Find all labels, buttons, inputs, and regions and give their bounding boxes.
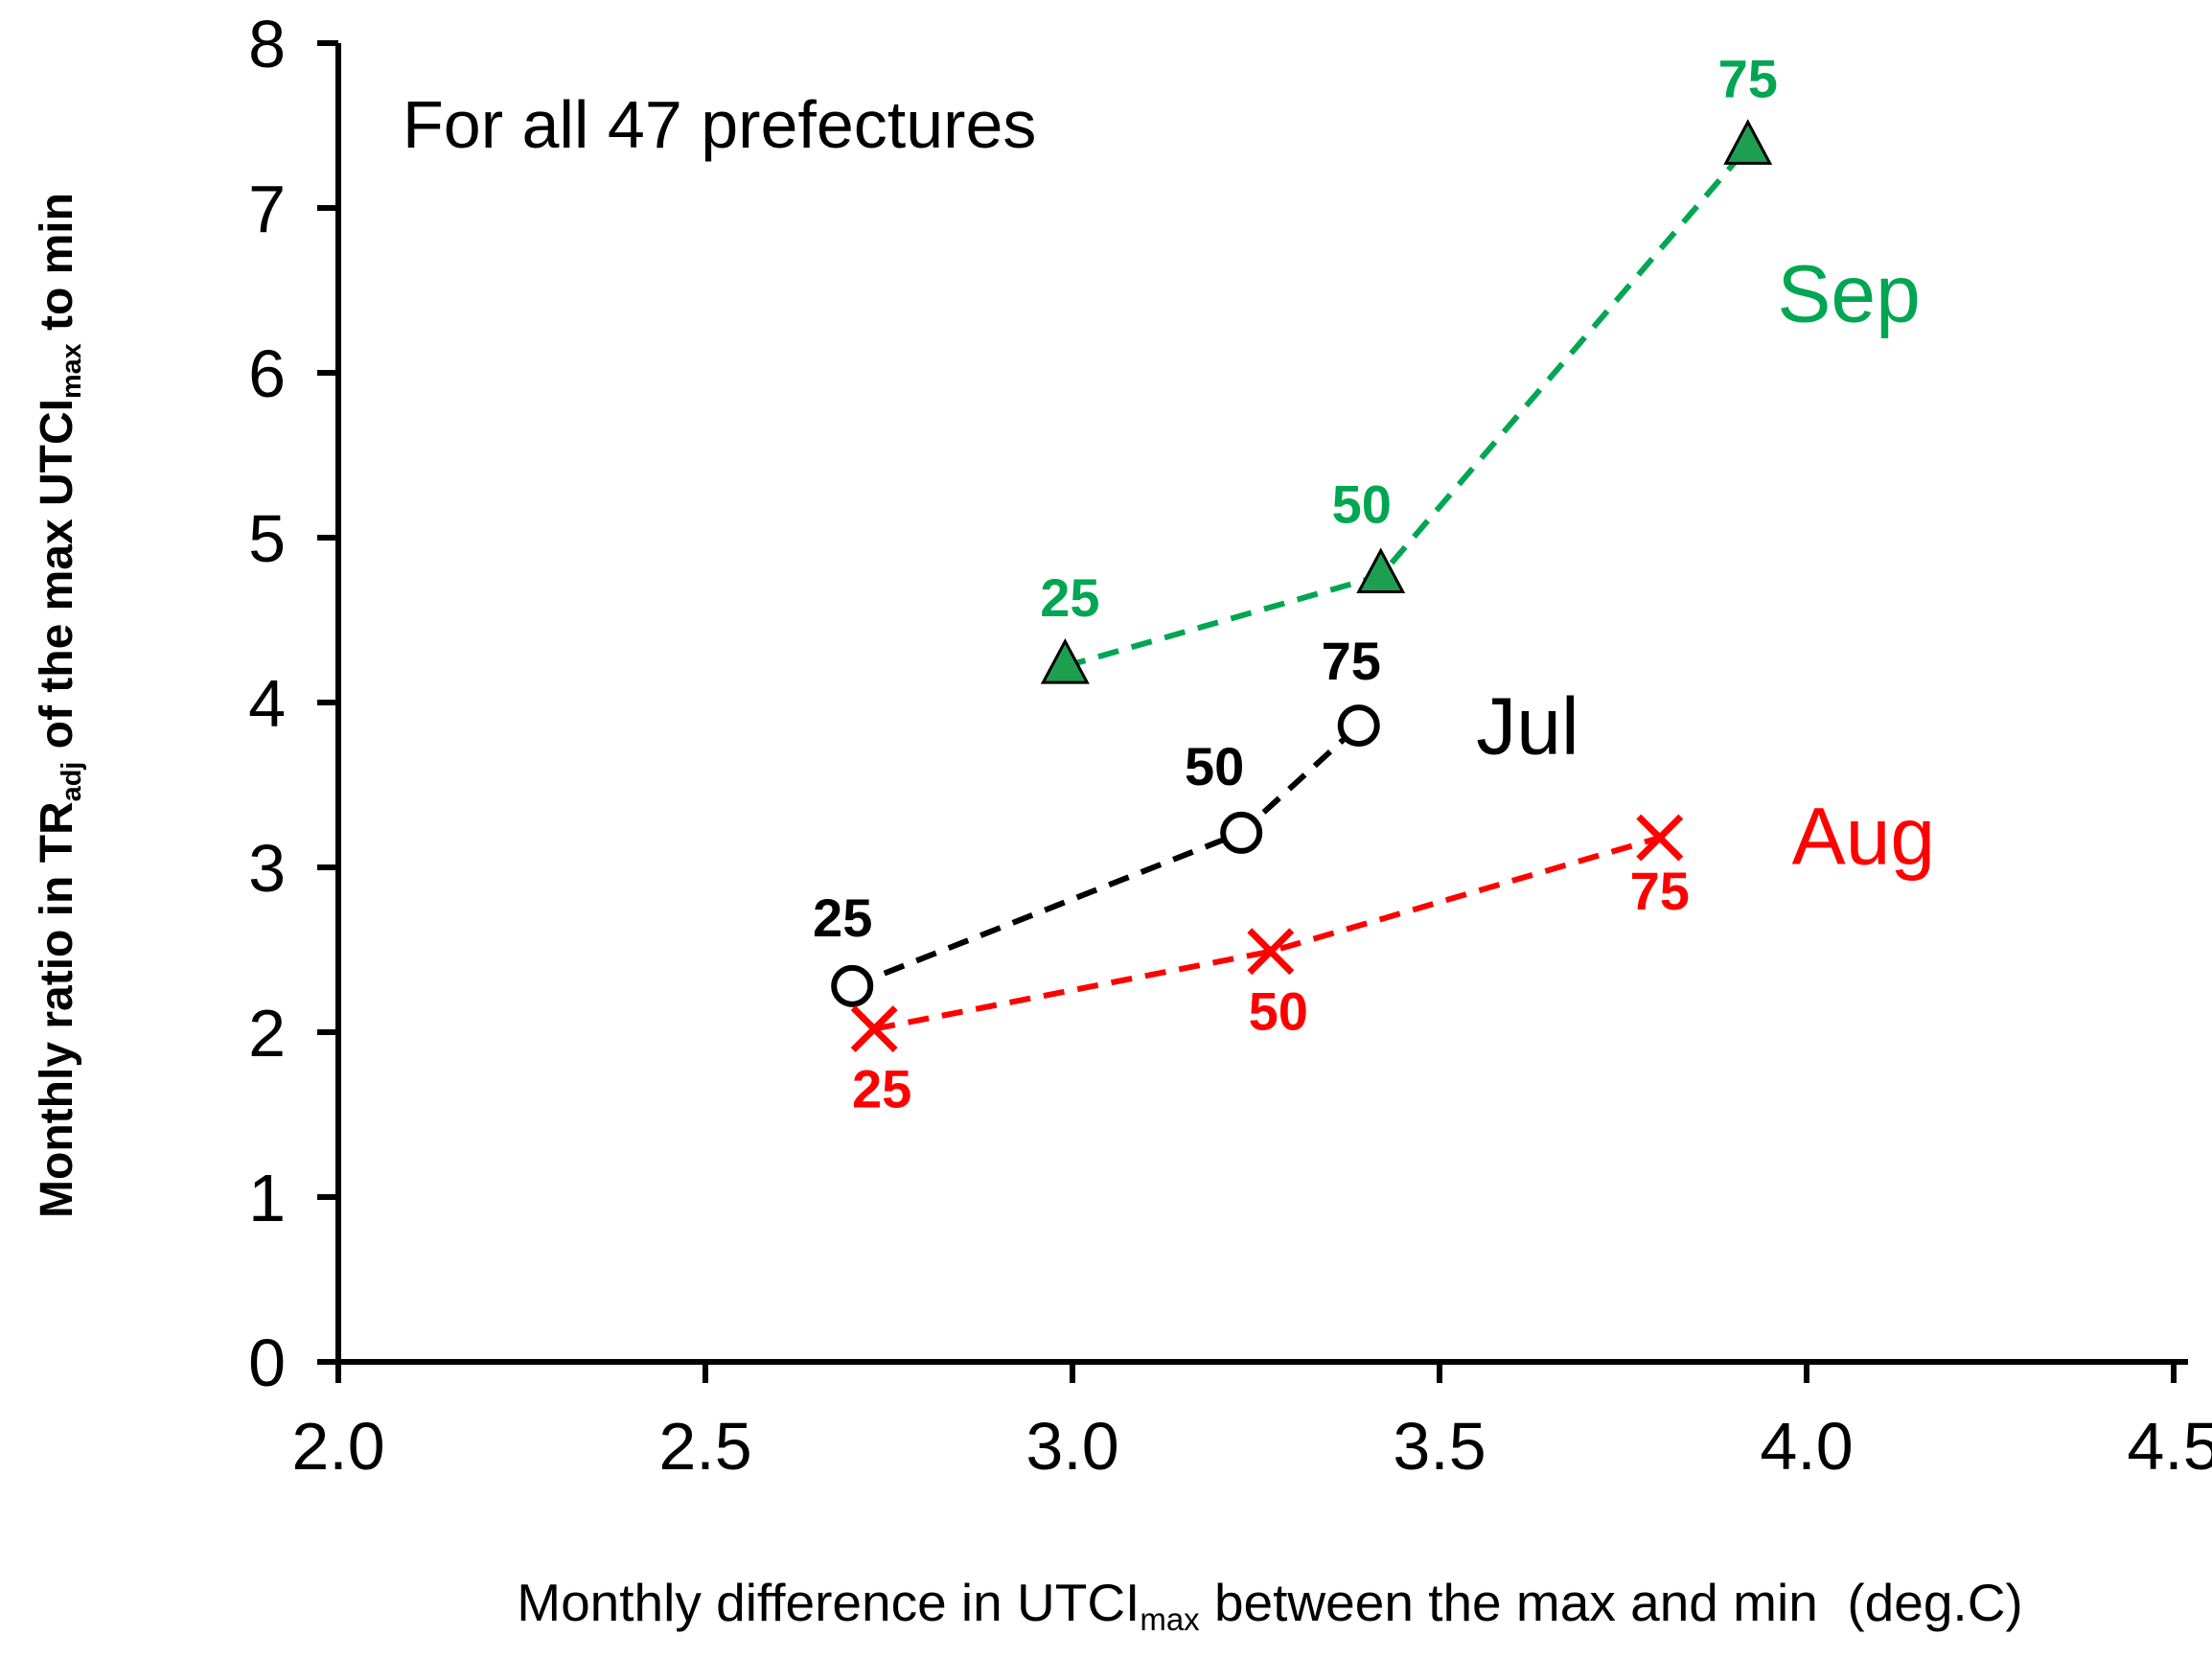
y-tick-label: 0	[248, 1325, 286, 1400]
y-tick-label: 5	[248, 501, 286, 576]
y-tick-label: 6	[248, 336, 286, 411]
x-tick-label: 4.5	[2127, 1409, 2212, 1484]
series-line-aug	[873, 835, 1661, 1032]
marker-x-aug	[1636, 814, 1684, 862]
x-tick-label: 2.5	[658, 1409, 751, 1484]
point-label: 75	[1322, 631, 1381, 691]
y-tick-label: 8	[248, 7, 286, 81]
y-tick-label: 7	[248, 172, 286, 246]
y-tick-label: 2	[248, 996, 286, 1071]
x-axis-title: Monthly difference in UTCImax between th…	[517, 1572, 2023, 1638]
series-label-jul: Jul	[1476, 680, 1578, 771]
point-label: 50	[1332, 474, 1392, 535]
marker-x-aug	[1247, 928, 1295, 976]
series-label-aug: Aug	[1792, 792, 1935, 882]
x-tick-label: 4.0	[1760, 1409, 1853, 1484]
point-label: 25	[813, 887, 872, 948]
marker-triangle-sep	[1723, 119, 1773, 165]
x-tick-label: 3.0	[1025, 1409, 1118, 1484]
y-tick-label: 1	[248, 1161, 286, 1235]
x-tick-label: 2.0	[291, 1409, 384, 1484]
y-axis-title: Monthly ratio in TRadj of the max UTCIma…	[31, 193, 88, 1218]
point-label: 25	[852, 1059, 911, 1119]
marker-circle-jul	[1220, 811, 1263, 854]
marker-circle-jul	[1337, 704, 1380, 748]
y-tick-label: 3	[248, 831, 286, 906]
y-tick-label: 4	[248, 666, 286, 741]
x-axis-title-text: Monthly difference in UTCImax between th…	[517, 1573, 2023, 1637]
point-label: 25	[1040, 567, 1099, 628]
point-label: 50	[1185, 736, 1244, 796]
series-line-sep	[1064, 145, 1750, 670]
point-label: 75	[1630, 861, 1690, 921]
point-label: 75	[1718, 48, 1778, 108]
marker-x-aug	[850, 1005, 898, 1053]
marker-triangle-sep	[1040, 637, 1090, 684]
x-tick-label: 3.5	[1393, 1409, 1486, 1484]
marker-triangle-sep	[1356, 547, 1406, 594]
chart-title: For all 47 prefectures	[403, 87, 1037, 162]
point-label: 50	[1249, 981, 1308, 1042]
series-label-sep: Sep	[1777, 249, 1920, 339]
marker-circle-jul	[831, 964, 874, 1007]
y-axis-title-text: Monthly ratio in TRadj of the max UTCIma…	[32, 193, 87, 1218]
